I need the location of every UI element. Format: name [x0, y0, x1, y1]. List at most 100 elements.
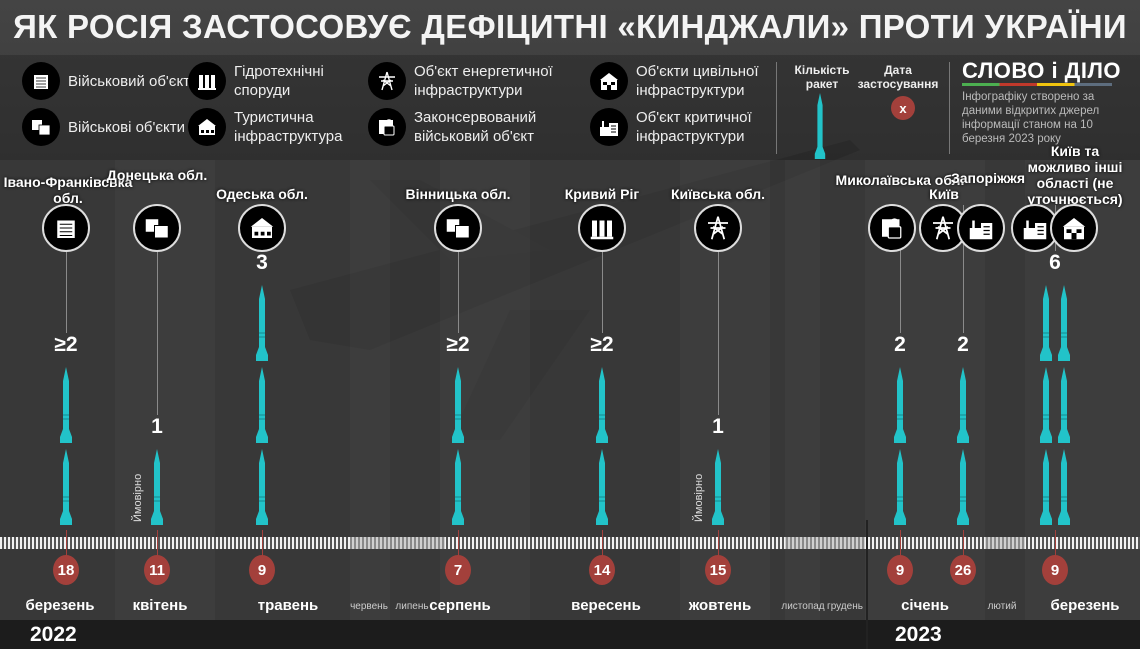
year-divider — [866, 520, 868, 649]
military-object-icon — [57, 220, 75, 238]
military-object-icon — [34, 75, 48, 89]
month-band — [390, 160, 440, 620]
legend-label: Гідротехнічні споруди — [234, 63, 324, 99]
missile-count: 2 — [894, 333, 906, 356]
legend-item: Об'єкт енергетичної інфраструктури — [368, 62, 568, 100]
probable-note: Ймовірно — [693, 473, 705, 522]
month-band — [785, 160, 820, 620]
connector-line — [963, 205, 964, 333]
attack-date: 14 — [589, 555, 615, 585]
attack-date: 18 — [53, 555, 79, 585]
month-band — [350, 160, 390, 620]
missile-icon — [712, 449, 724, 525]
date-connector — [262, 530, 263, 558]
legend-item: Законсервований військовий об'єкт — [368, 108, 568, 146]
military-objects-icon — [145, 219, 169, 239]
legend-icon — [368, 62, 406, 100]
energy-infrastructure-icon — [708, 216, 728, 240]
missile-count: ≥2 — [446, 333, 470, 356]
tourist-infrastructure-icon — [198, 119, 216, 135]
missile-icon — [957, 449, 969, 525]
legend-label: Об'єкт критичної інфраструктури — [636, 109, 752, 145]
month-label: березень — [1050, 597, 1120, 614]
target-icon-badge — [578, 204, 626, 252]
month-label: травень — [257, 597, 319, 614]
target-location-label: Київ — [929, 186, 959, 202]
connector-line — [66, 205, 67, 333]
logo-underline — [962, 83, 1112, 86]
date-connector — [718, 530, 719, 558]
missile-count: 1 — [151, 415, 163, 438]
date-connector — [458, 530, 459, 558]
missile-icon — [1058, 367, 1070, 443]
energy-infrastructure-icon — [933, 216, 953, 240]
legend-icon — [22, 108, 60, 146]
missile-icon — [1040, 285, 1052, 361]
target-location-label: Київ та можливо інші області (не уточнює… — [1027, 143, 1123, 207]
legend-icon — [368, 108, 406, 146]
missile-icon — [894, 367, 906, 443]
month-band — [770, 160, 785, 620]
missile-icon — [256, 449, 268, 525]
timeline-strip — [0, 537, 1140, 549]
missile-icon — [596, 449, 608, 525]
missile-icon — [957, 367, 969, 443]
source-note: Інфографіку створено за даними відкритих… — [962, 91, 1100, 145]
month-label: вересень — [571, 597, 641, 614]
year-bar — [0, 620, 1140, 649]
month-label: січень — [901, 597, 949, 614]
month-label: серпень — [429, 597, 491, 614]
missile-icon — [894, 449, 906, 525]
military-objects-icon — [32, 120, 51, 136]
hydro-structures-icon — [198, 75, 216, 90]
connector-line — [900, 205, 901, 333]
target-icon-badge — [868, 204, 916, 252]
missile-icon — [256, 285, 268, 361]
missile-key-icon — [814, 93, 826, 159]
civil-infrastructure-icon — [1062, 218, 1086, 240]
connector-line — [157, 205, 158, 415]
connector-line — [718, 205, 719, 415]
missile-count: 3 — [256, 251, 268, 274]
month-label: листопад — [781, 601, 825, 612]
civil-infrastructure-icon — [600, 73, 618, 90]
legend-icon — [188, 62, 226, 100]
date-key-label: Дата застосування — [857, 63, 939, 91]
legend-label: Об'єкт енергетичної інфраструктури — [414, 63, 553, 99]
missile-icon — [452, 367, 464, 443]
attack-date: 9 — [887, 555, 913, 585]
target-location-label: Миколаївська обл. — [835, 172, 965, 188]
critical-infrastructure-icon — [600, 121, 618, 136]
missile-count: 6 — [1049, 251, 1061, 274]
attack-date: 26 — [950, 555, 976, 585]
legend-item: Військовий об'єкт — [22, 62, 192, 100]
hydro-structures-icon — [590, 220, 614, 240]
date-connector — [157, 530, 158, 558]
month-label: липень — [395, 601, 429, 612]
missile-icon — [452, 449, 464, 525]
missile-icon — [1058, 285, 1070, 361]
missile-count: 2 — [957, 333, 969, 356]
missile-icon — [60, 367, 72, 443]
target-location-label: Київська обл. — [670, 186, 766, 202]
legend-label: Військовий об'єкт — [68, 72, 191, 90]
year-2022: 2022 — [30, 623, 77, 646]
energy-infrastructure-icon — [379, 71, 395, 91]
month-band — [820, 160, 865, 620]
divider — [776, 62, 777, 154]
target-location-label: Вінницька обл. — [405, 186, 511, 202]
target-location-label: Івано-Франківська обл. — [3, 174, 133, 206]
legend-label: Об'єкти цивільної інфраструктури — [636, 63, 759, 99]
target-icon-badge — [957, 204, 1005, 252]
legend-item: Об'єкти цивільної інфраструктури — [590, 62, 790, 100]
target-location-label: Кривий Ріг — [564, 186, 640, 202]
page-title: ЯК РОСІЯ ЗАСТОСОВУЄ ДЕФІЦИТНІ «КИНДЖАЛИ»… — [13, 8, 1127, 45]
critical-infrastructure-icon — [1023, 220, 1047, 240]
target-icon-badge — [42, 204, 90, 252]
month-label: грудень — [827, 601, 863, 612]
date-connector — [602, 530, 603, 558]
target-icon-badge — [133, 204, 181, 252]
legend-label: Військові об'єкти — [68, 118, 186, 136]
tourist-infrastructure-icon — [250, 218, 274, 238]
